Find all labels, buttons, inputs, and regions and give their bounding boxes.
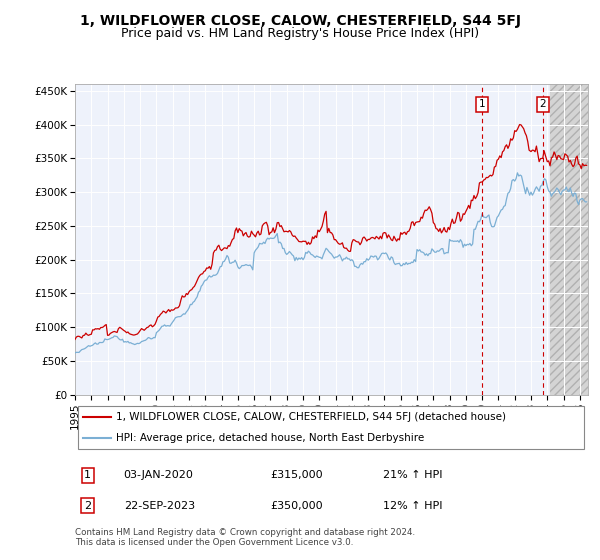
Text: 1, WILDFLOWER CLOSE, CALOW, CHESTERFIELD, S44 5FJ (detached house): 1, WILDFLOWER CLOSE, CALOW, CHESTERFIELD… xyxy=(116,412,506,422)
Text: 03-JAN-2020: 03-JAN-2020 xyxy=(124,470,194,480)
Bar xyxy=(75,84,550,395)
Text: 12% ↑ HPI: 12% ↑ HPI xyxy=(383,501,442,511)
Text: 1, WILDFLOWER CLOSE, CALOW, CHESTERFIELD, S44 5FJ: 1, WILDFLOWER CLOSE, CALOW, CHESTERFIELD… xyxy=(79,14,521,28)
Text: 2: 2 xyxy=(539,99,546,109)
Text: 22-SEP-2023: 22-SEP-2023 xyxy=(124,501,195,511)
Bar xyxy=(550,84,588,395)
Text: 21% ↑ HPI: 21% ↑ HPI xyxy=(383,470,442,480)
FancyBboxPatch shape xyxy=(77,406,584,450)
Text: 1: 1 xyxy=(85,470,91,480)
Bar xyxy=(550,84,588,395)
Text: HPI: Average price, detached house, North East Derbyshire: HPI: Average price, detached house, Nort… xyxy=(116,433,424,444)
Text: Contains HM Land Registry data © Crown copyright and database right 2024.
This d: Contains HM Land Registry data © Crown c… xyxy=(75,528,415,547)
Text: £350,000: £350,000 xyxy=(270,501,323,511)
Text: 1: 1 xyxy=(479,99,485,109)
Text: Price paid vs. HM Land Registry's House Price Index (HPI): Price paid vs. HM Land Registry's House … xyxy=(121,27,479,40)
Text: 2: 2 xyxy=(84,501,91,511)
Text: £315,000: £315,000 xyxy=(270,470,323,480)
